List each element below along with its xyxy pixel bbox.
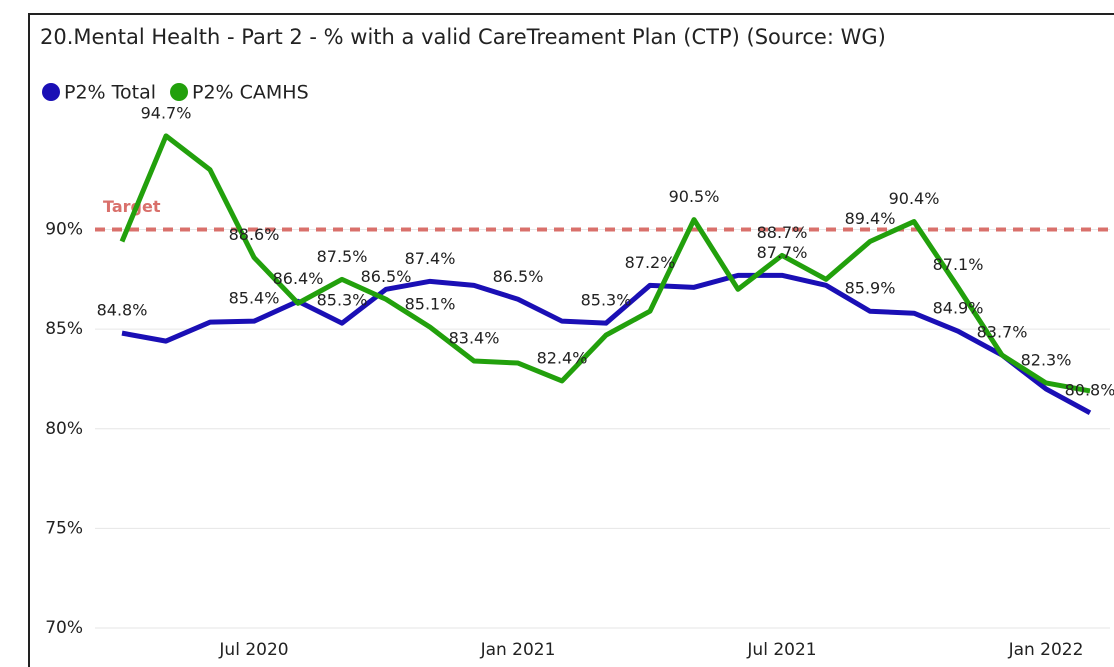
legend-swatch xyxy=(42,83,60,101)
x-tick-label: Jul 2021 xyxy=(746,640,816,660)
data-label: 83.7% xyxy=(977,323,1028,342)
data-label: 84.8% xyxy=(97,301,148,320)
data-label: 87.7% xyxy=(757,243,808,262)
data-label: 86.5% xyxy=(361,267,412,286)
chart-title: 20.Mental Health - Part 2 - % with a val… xyxy=(40,25,886,49)
legend-label: P2% Total xyxy=(64,82,156,104)
y-tick-label: 80% xyxy=(45,419,83,439)
data-label: 90.4% xyxy=(889,189,940,208)
x-tick-label: Jan 2021 xyxy=(480,640,556,660)
y-tick-label: 85% xyxy=(45,319,83,339)
data-label: 85.3% xyxy=(581,291,632,310)
data-label: 87.4% xyxy=(405,249,456,268)
y-tick-label: 70% xyxy=(45,618,83,638)
legend-swatch xyxy=(170,83,189,101)
legend-label: P2% CAMHS xyxy=(192,82,309,104)
data-label: 87.2% xyxy=(625,253,676,272)
data-label: 87.5% xyxy=(317,247,368,266)
data-label: 90.5% xyxy=(669,187,720,206)
data-label: 84.9% xyxy=(933,299,984,318)
data-label: 82.4% xyxy=(537,348,588,367)
series-line xyxy=(121,272,1092,416)
data-label: 89.4% xyxy=(845,209,896,228)
x-tick-label: Jul 2020 xyxy=(218,640,288,660)
data-label: 87.1% xyxy=(933,255,984,274)
series-line xyxy=(119,133,1091,394)
data-label: 82.3% xyxy=(1021,350,1072,369)
data-label: 85.1% xyxy=(405,295,456,314)
data-label: 85.3% xyxy=(317,291,368,310)
data-label: 94.7% xyxy=(141,103,192,122)
y-tick-label: 75% xyxy=(45,518,83,538)
data-label: 80.8% xyxy=(1065,380,1114,399)
data-label: 86.5% xyxy=(493,267,544,286)
data-label: 85.9% xyxy=(845,279,896,298)
data-label: 88.7% xyxy=(757,223,808,242)
target-label: Target xyxy=(103,197,161,216)
data-label: 86.4% xyxy=(273,269,324,288)
frame xyxy=(28,13,1114,667)
data-label: 88.6% xyxy=(229,225,280,244)
data-label: 83.4% xyxy=(449,329,500,348)
data-label: 85.4% xyxy=(229,289,280,308)
y-tick-label: 90% xyxy=(45,220,83,240)
x-tick-label: Jan 2022 xyxy=(1008,640,1084,660)
